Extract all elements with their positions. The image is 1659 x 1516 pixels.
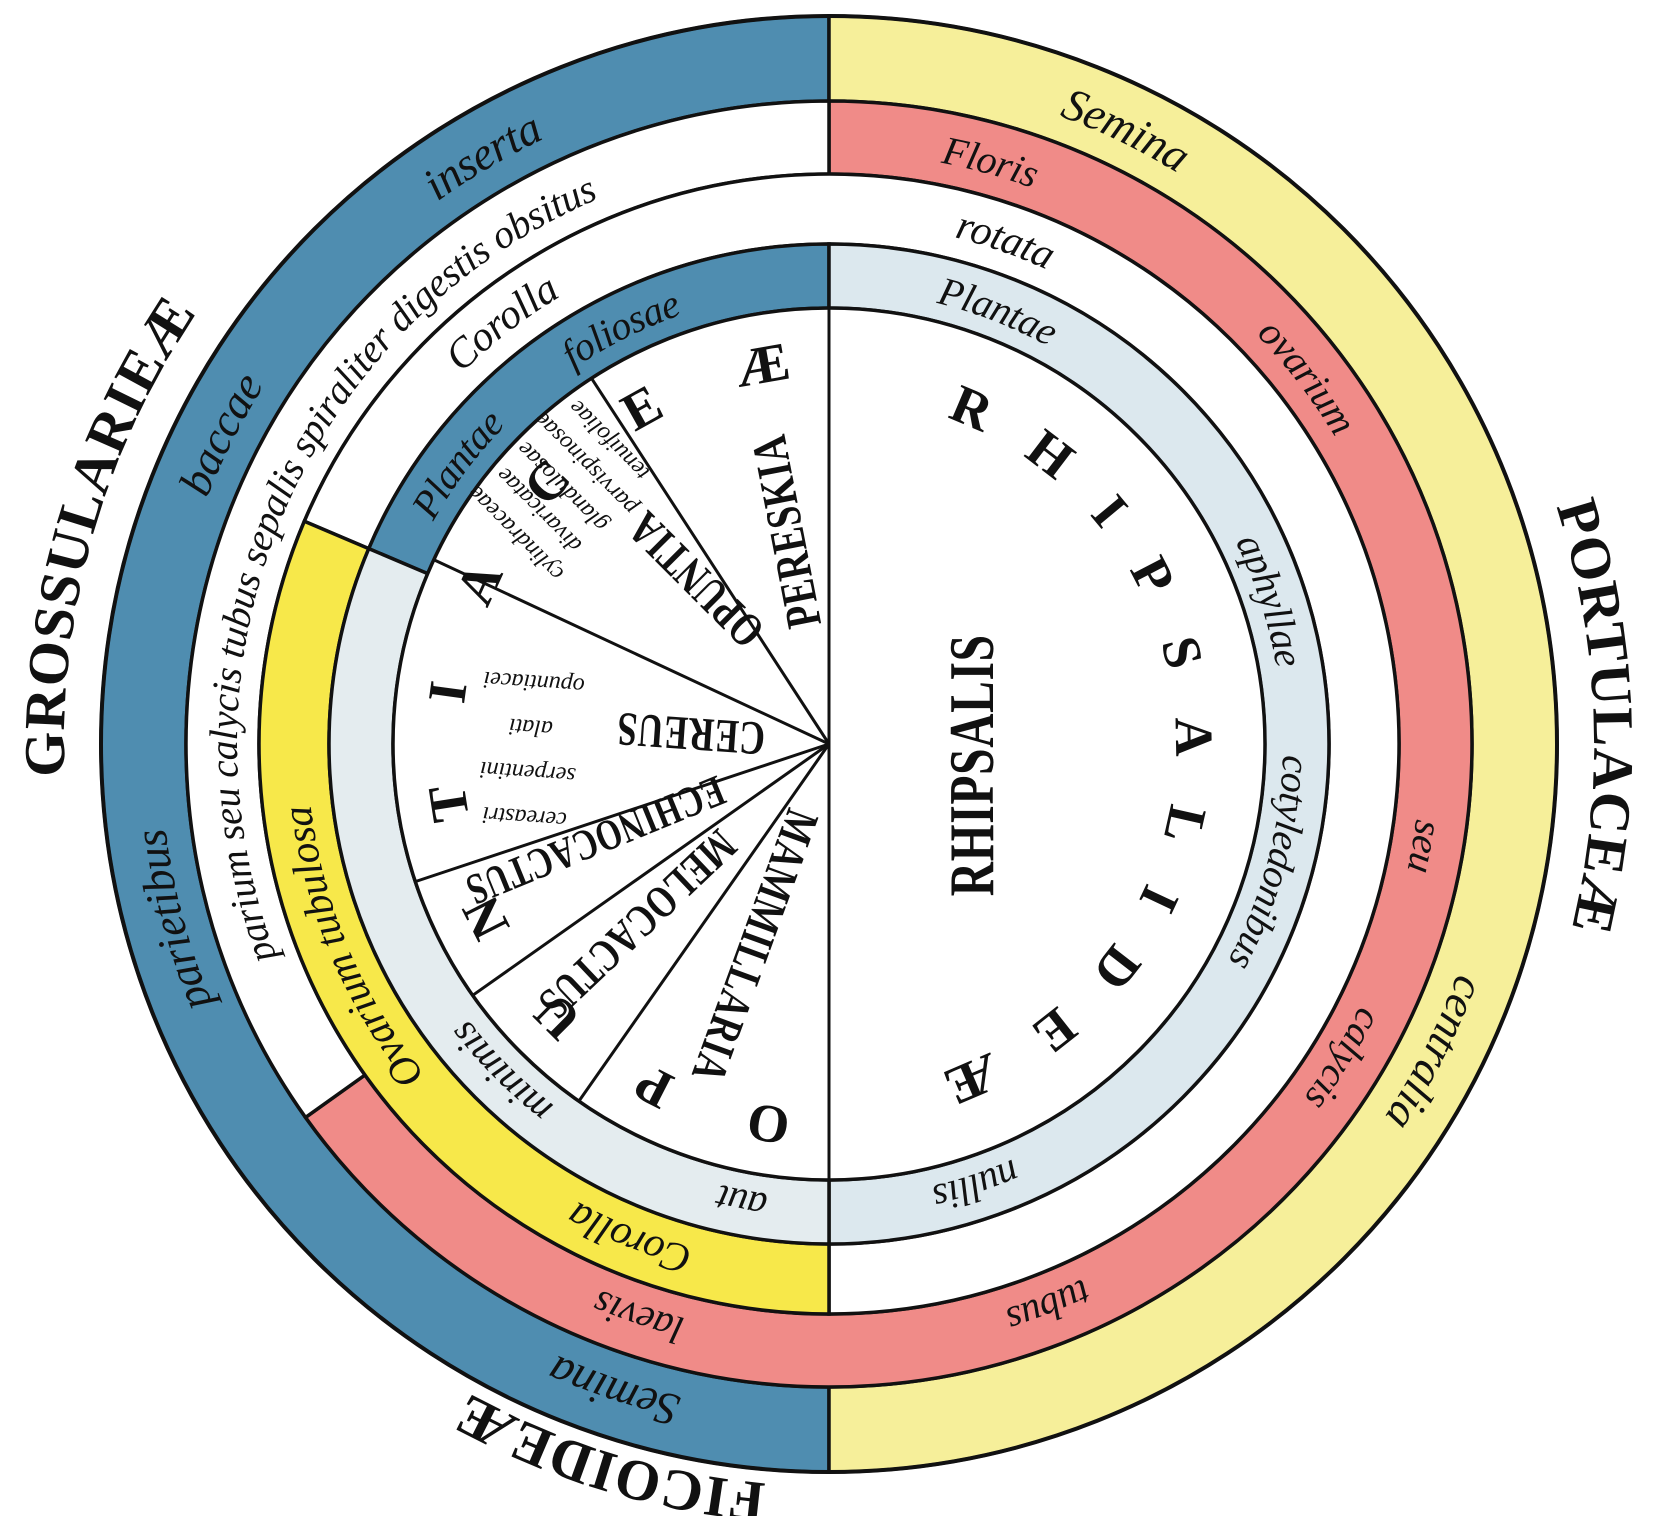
sector-line <box>590 377 831 745</box>
sector-line <box>577 743 831 1103</box>
genus-name: CEREUS <box>615 702 767 766</box>
ring-text: seu <box>1399 818 1452 878</box>
sector-line <box>414 742 830 884</box>
genus-form: cereastri <box>482 801 568 833</box>
outer-border <box>99 14 1559 1474</box>
genus: RHIPSALIS <box>937 634 1007 896</box>
arc-label: aut <box>710 1176 769 1230</box>
arc-label: PORTULACEÆ <box>1544 491 1646 941</box>
sector-lines <box>414 308 831 1180</box>
sector-line <box>433 558 830 746</box>
group-label: PORTULACEÆ <box>1544 491 1644 941</box>
sector-line <box>471 742 830 997</box>
arc-label: seu <box>1399 818 1452 878</box>
ring-text: aut <box>710 1176 769 1230</box>
genus-name: RHIPSALIS <box>937 634 1007 896</box>
genus-form: alati <box>508 713 554 742</box>
